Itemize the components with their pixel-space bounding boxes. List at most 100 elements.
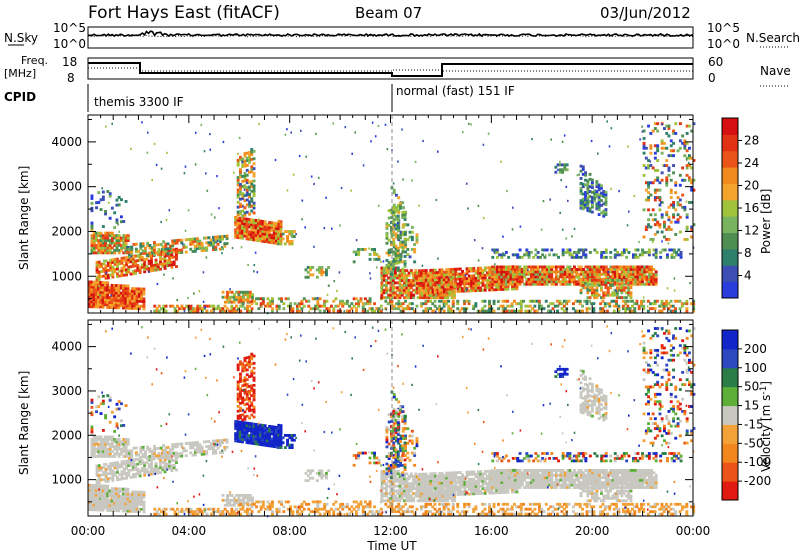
- power-speckle: [422, 140, 424, 142]
- frequency-panel: Freq. [MHz] 18 8 60 0 Nave: [4, 54, 791, 86]
- power-cell: [579, 300, 582, 303]
- power-speckle: [161, 248, 163, 250]
- power-cell: [327, 266, 330, 269]
- power-cell: [401, 268, 404, 271]
- power-cell: [116, 218, 119, 221]
- power-cell: [605, 203, 608, 206]
- power-speckle: [154, 143, 156, 145]
- power-speckle: [661, 123, 663, 125]
- power-cell: [246, 300, 249, 303]
- colorbar-segment: [722, 265, 738, 282]
- power-speckle: [393, 182, 395, 184]
- power-cell: [233, 293, 236, 296]
- colorbar-segment: [722, 183, 738, 200]
- power-cell: [613, 310, 616, 313]
- power-cell: [605, 208, 608, 211]
- power-cell: [582, 168, 585, 171]
- power-cell: [244, 206, 247, 209]
- power-cell: [311, 273, 314, 276]
- power-cell: [392, 240, 395, 243]
- power-cell: [102, 191, 105, 194]
- power-cell: [282, 238, 285, 241]
- velocity-cell: [158, 508, 161, 511]
- power-cell: [413, 251, 416, 254]
- power-speckle: [247, 264, 249, 266]
- power-cell: [416, 233, 419, 236]
- power-cell: [620, 291, 623, 294]
- velocity-cell: [137, 459, 140, 462]
- power-cell: [223, 245, 226, 248]
- velocity-cell: [111, 411, 114, 414]
- power-cell: [353, 305, 356, 308]
- power-cell: [672, 149, 675, 152]
- velocity-cell: [233, 510, 236, 513]
- power-speckle: [674, 289, 676, 291]
- power-speckle: [171, 252, 173, 254]
- power-speckle: [241, 246, 243, 248]
- power-cell: [672, 204, 675, 207]
- power-speckle: [559, 161, 561, 163]
- power-cell: [325, 273, 328, 276]
- velocity-cell: [171, 448, 174, 451]
- colorbar-segment: [722, 134, 738, 151]
- power-cell: [592, 307, 595, 310]
- power-cell: [569, 283, 572, 286]
- power-cell: [412, 296, 415, 299]
- power-speckle: [661, 240, 663, 242]
- power-cell: [251, 307, 254, 310]
- power-cell: [278, 305, 281, 308]
- velocity-cell: [199, 508, 202, 511]
- power-cell: [280, 225, 283, 228]
- power-cell: [127, 285, 130, 288]
- velocity-cell: [98, 481, 101, 484]
- power-cell: [404, 255, 407, 258]
- power-cell: [450, 278, 453, 281]
- power-cell: [253, 167, 256, 170]
- velocity-cell: [100, 412, 103, 415]
- power-cell: [280, 220, 283, 223]
- power-cell: [416, 305, 419, 308]
- power-cell: [595, 180, 598, 183]
- power-cell: [404, 300, 407, 303]
- power-speckle: [482, 247, 484, 249]
- power-cell: [406, 223, 409, 226]
- power-cell: [654, 191, 657, 194]
- power-cell: [656, 149, 659, 152]
- power-cell: [643, 208, 646, 211]
- power-cell: [665, 211, 668, 214]
- power-cell: [217, 243, 220, 246]
- power-speckle: [232, 247, 234, 249]
- power-cell: [591, 211, 594, 214]
- power-speckle: [301, 218, 303, 220]
- power-cell: [362, 307, 365, 310]
- power-speckle: [207, 190, 209, 192]
- velocity-cell: [93, 445, 96, 448]
- power-cell: [670, 139, 673, 142]
- power-cell: [584, 249, 587, 252]
- power-speckle: [147, 152, 149, 154]
- power-speckle: [185, 166, 187, 168]
- power-cell: [401, 270, 404, 273]
- power-cell: [447, 305, 450, 308]
- power-speckle: [650, 160, 652, 162]
- power-cell: [637, 249, 640, 252]
- power-cell: [255, 302, 258, 305]
- velocity-cell: [139, 475, 142, 478]
- power-cell: [401, 206, 404, 209]
- velocity-cell: [109, 421, 112, 424]
- velocity-cell: [111, 443, 114, 446]
- nave-line: [88, 68, 693, 71]
- velocity-cell: [169, 451, 172, 454]
- velocity-cell: [116, 469, 119, 472]
- power-cell: [316, 276, 319, 279]
- power-cell: [596, 251, 599, 254]
- power-cell: [143, 307, 146, 310]
- power-cell: [250, 153, 253, 156]
- power-cell: [661, 171, 664, 174]
- power-cell: [502, 305, 505, 308]
- power-cell: [602, 296, 605, 299]
- power-cell: [655, 249, 658, 252]
- power-cell: [511, 305, 514, 308]
- velocity-cell: [217, 447, 220, 450]
- velocity-cell: [100, 436, 103, 439]
